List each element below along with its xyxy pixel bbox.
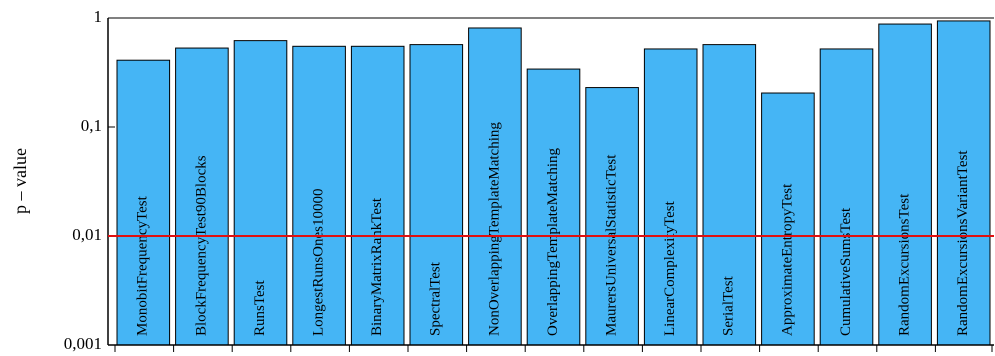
category-label: ApproximateEntropyTest	[779, 183, 795, 336]
bar	[350, 45, 405, 346]
y-tick-label: 0,1	[81, 116, 102, 135]
category-label: BlockFrequencyTest90Blocks	[193, 155, 209, 336]
category-label: MonobitFrequencyTest	[135, 195, 151, 336]
category-label: RandomExcursionsVariantTest	[955, 150, 971, 336]
category-label: CumulativeSumsTest	[838, 207, 854, 336]
bar	[233, 40, 288, 346]
bar	[643, 48, 698, 346]
category-label: RandomExcursionsTest	[897, 193, 913, 336]
category-label: SpectralTest	[428, 261, 444, 336]
bar	[702, 44, 757, 346]
category-label: BinaryMatrixRankTest	[369, 197, 385, 336]
category-label: LinearComplexityTest	[662, 200, 678, 336]
category-label: MaurersUniversalStatisticTest	[604, 154, 620, 336]
category-label: LongestRunsOnes10000	[311, 189, 327, 337]
bar	[292, 45, 346, 346]
bar	[878, 23, 932, 346]
bar	[116, 59, 171, 346]
category-label: SerialTest	[721, 275, 737, 336]
bar	[175, 47, 229, 346]
bar	[468, 27, 522, 346]
y-tick-label: 1	[94, 7, 103, 26]
y-axis-label: p – value	[10, 148, 30, 214]
bar	[526, 68, 581, 346]
y-tick-label: 0,001	[64, 334, 102, 353]
bar	[936, 20, 991, 346]
category-label: OverlappingTemplateMatching	[545, 147, 561, 336]
bar	[409, 44, 464, 346]
bar	[761, 92, 815, 346]
category-label: RunsTest	[252, 280, 268, 336]
y-tick-label: 0,01	[72, 225, 102, 244]
category-label: NonOverlappingTemplateMatching	[486, 122, 502, 336]
